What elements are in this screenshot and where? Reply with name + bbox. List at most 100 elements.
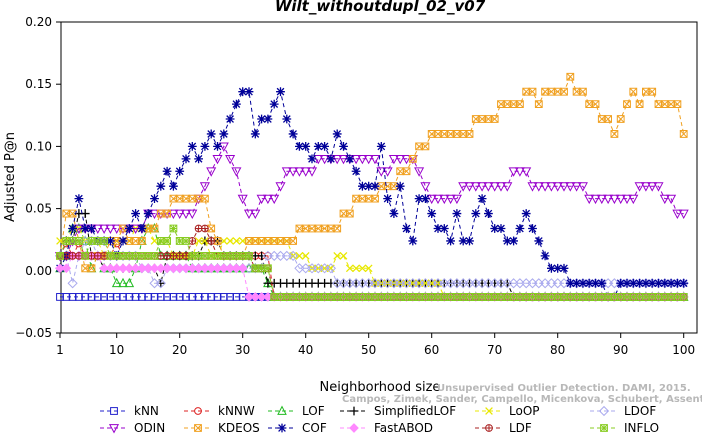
data-point bbox=[395, 154, 406, 165]
data-point bbox=[111, 263, 122, 274]
data-point bbox=[295, 142, 304, 151]
data-point bbox=[193, 263, 204, 274]
data-point bbox=[110, 407, 118, 415]
data-point bbox=[212, 154, 223, 165]
data-point bbox=[427, 209, 437, 218]
data-point bbox=[68, 224, 77, 233]
data-point bbox=[376, 142, 386, 151]
data-point bbox=[635, 278, 644, 288]
data-point bbox=[358, 264, 367, 273]
data-point bbox=[168, 209, 179, 220]
data-point bbox=[673, 278, 682, 288]
data-point bbox=[62, 293, 71, 301]
data-point bbox=[200, 142, 210, 151]
data-point bbox=[188, 237, 197, 245]
data-point bbox=[327, 293, 335, 301]
data-point bbox=[213, 251, 222, 260]
data-point bbox=[80, 224, 90, 233]
data-point bbox=[465, 236, 474, 246]
data-point bbox=[163, 209, 171, 218]
data-point bbox=[93, 237, 102, 245]
data-point bbox=[201, 237, 209, 245]
data-point bbox=[250, 209, 261, 220]
data-point bbox=[666, 194, 677, 205]
data-point bbox=[56, 251, 64, 260]
data-point bbox=[175, 166, 185, 176]
data-point bbox=[609, 194, 620, 205]
data-point bbox=[62, 252, 71, 260]
data-point bbox=[187, 263, 198, 274]
data-point bbox=[308, 293, 316, 301]
data-point bbox=[371, 194, 379, 203]
data-point bbox=[168, 263, 179, 274]
data-point bbox=[432, 194, 444, 205]
data-point bbox=[270, 293, 279, 301]
data-point bbox=[579, 293, 587, 301]
data-point bbox=[647, 278, 657, 288]
data-point bbox=[212, 263, 223, 274]
data-point bbox=[451, 194, 462, 205]
plot-frame bbox=[60, 21, 698, 334]
data-point bbox=[616, 278, 626, 288]
data-point bbox=[666, 278, 676, 288]
data-point bbox=[358, 181, 367, 191]
x-tick-label: 40 bbox=[298, 343, 313, 357]
data-point bbox=[282, 293, 291, 301]
data-point bbox=[237, 194, 248, 205]
data-point bbox=[622, 278, 632, 288]
data-point bbox=[188, 251, 197, 260]
legend-label: SimplifiedLOF bbox=[374, 404, 456, 418]
data-point bbox=[175, 252, 184, 260]
data-point bbox=[150, 251, 159, 260]
data-point bbox=[503, 293, 512, 301]
data-point bbox=[339, 142, 348, 151]
data-point bbox=[332, 129, 342, 139]
data-point bbox=[276, 87, 285, 97]
data-point bbox=[452, 209, 462, 218]
data-point bbox=[106, 236, 115, 246]
data-point bbox=[678, 209, 689, 220]
data-point bbox=[484, 209, 493, 218]
data-point bbox=[143, 209, 153, 218]
data-point bbox=[376, 167, 387, 177]
data-point bbox=[118, 277, 128, 288]
series-loop bbox=[56, 224, 688, 301]
data-point bbox=[578, 278, 588, 288]
data-point bbox=[106, 251, 115, 260]
data-point bbox=[307, 154, 317, 164]
data-point bbox=[635, 100, 644, 109]
data-point bbox=[565, 182, 576, 192]
data-point bbox=[281, 167, 292, 177]
data-point bbox=[99, 224, 110, 234]
data-point bbox=[207, 237, 216, 245]
y-tick-label: 0.15 bbox=[25, 77, 52, 91]
chart-title: Wilt_withoutdupl_02_v07 bbox=[275, 0, 486, 15]
data-point bbox=[201, 251, 209, 260]
data-point bbox=[295, 293, 304, 301]
data-point bbox=[125, 251, 134, 260]
data-point bbox=[251, 264, 260, 273]
data-point bbox=[194, 293, 203, 301]
data-point bbox=[314, 293, 323, 301]
data-point bbox=[490, 224, 500, 233]
data-point bbox=[521, 167, 532, 177]
data-point bbox=[541, 87, 549, 96]
data-point bbox=[408, 293, 417, 301]
data-point bbox=[464, 182, 475, 192]
data-point bbox=[306, 167, 318, 177]
data-point bbox=[207, 251, 216, 260]
data-point bbox=[105, 263, 116, 274]
y-tick-label: 0.00 bbox=[25, 264, 52, 278]
data-point bbox=[144, 293, 153, 301]
data-point bbox=[509, 236, 518, 246]
data-point bbox=[225, 263, 235, 274]
legend-item-ldof: LDOF bbox=[590, 404, 656, 418]
data-point bbox=[156, 181, 166, 191]
data-point bbox=[213, 142, 222, 151]
data-point bbox=[301, 142, 311, 151]
data-point bbox=[470, 182, 481, 192]
data-point bbox=[673, 100, 682, 109]
data-point bbox=[345, 293, 354, 301]
data-point bbox=[634, 182, 645, 192]
